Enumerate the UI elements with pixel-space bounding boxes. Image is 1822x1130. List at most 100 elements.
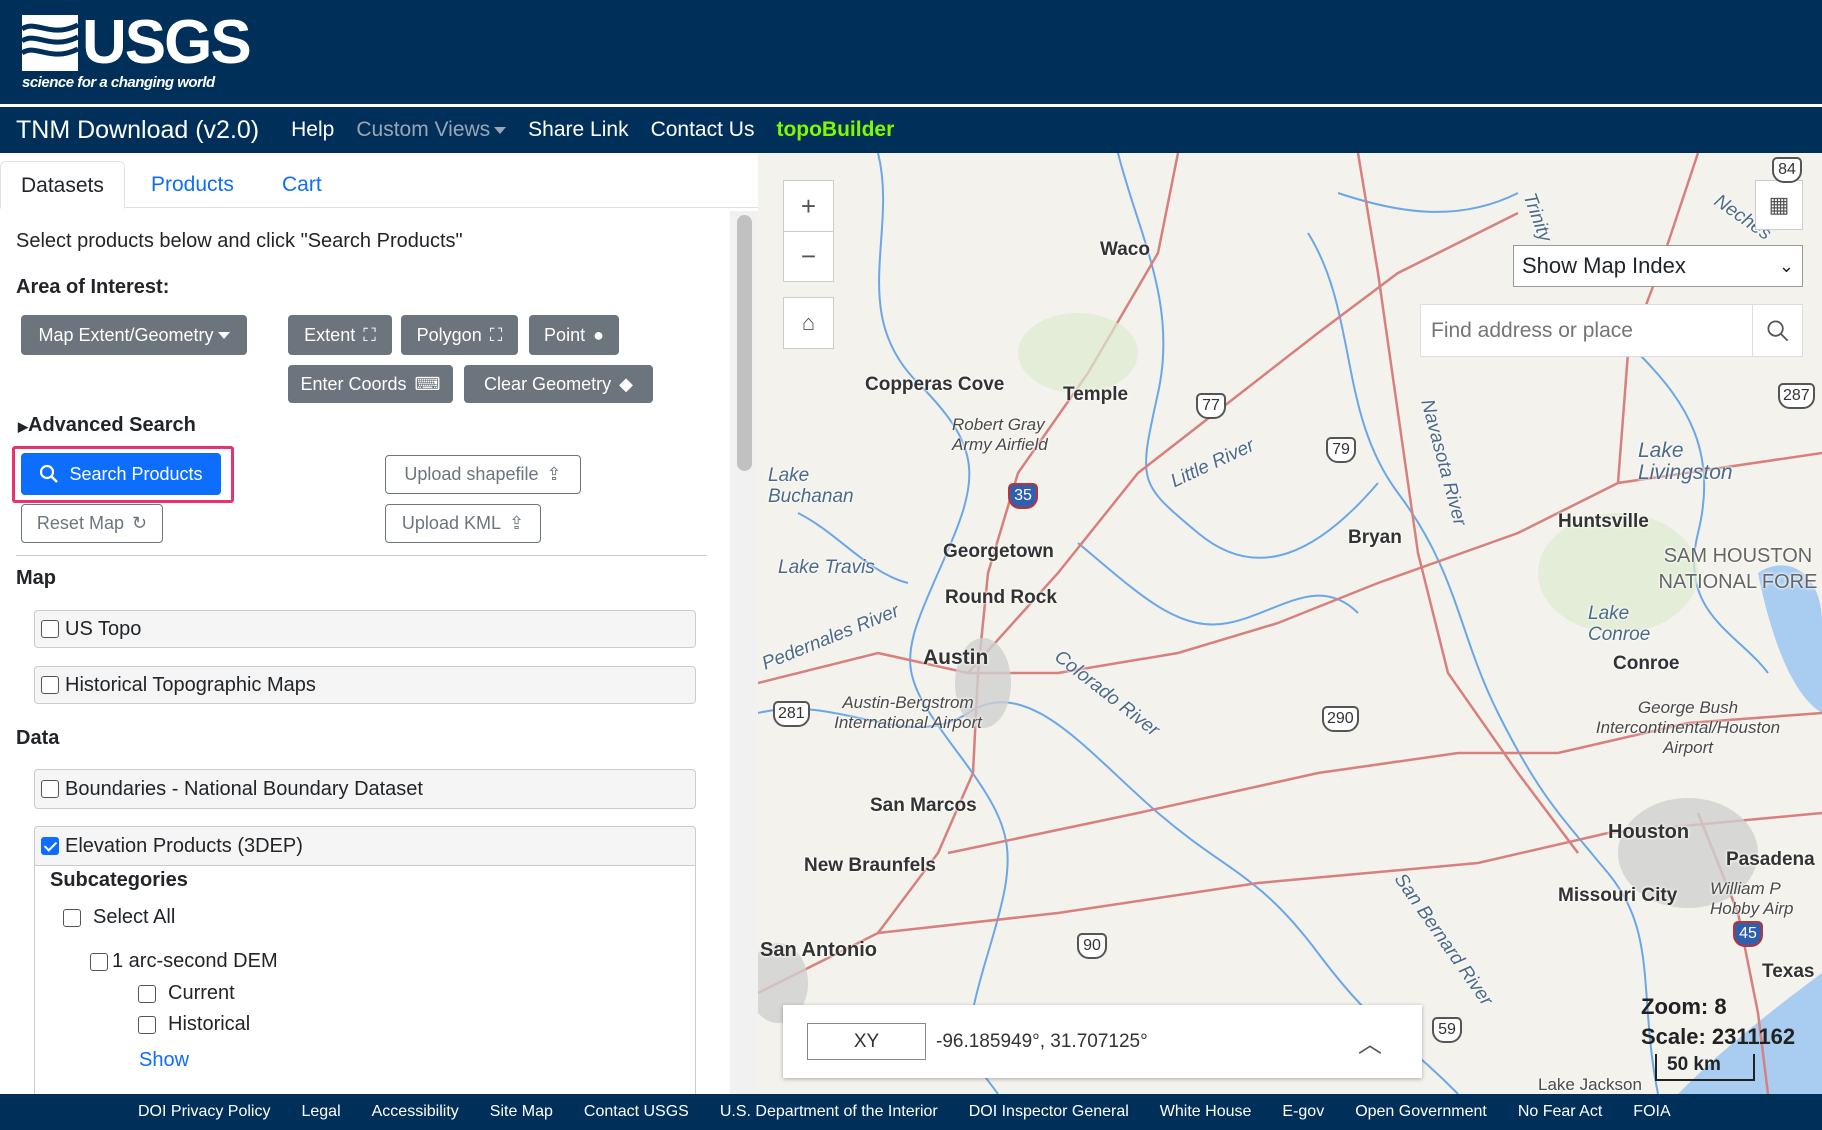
address-search-button[interactable]: [1752, 305, 1802, 356]
coordinate-readout: -96.185949°, 31.707125°: [936, 1030, 1148, 1052]
minus-icon: −: [800, 241, 817, 271]
upload-shapefile-button[interactable]: Upload shapefile ⇪: [385, 455, 581, 494]
footer-link[interactable]: DOI Inspector General: [968, 1103, 1129, 1120]
tab-cart[interactable]: Cart: [282, 173, 322, 196]
clear-geometry-button[interactable]: Clear Geometry ◆: [464, 365, 653, 403]
chevron-up-icon[interactable]: ︿: [1358, 1031, 1382, 1058]
highway-shield: 281: [773, 701, 810, 727]
footer-link[interactable]: No Fear Act: [1517, 1103, 1603, 1120]
dem-1-arc-second[interactable]: 1 arc-second DEM: [90, 950, 278, 973]
extent-icon: ⛶: [363, 324, 376, 345]
home-button[interactable]: ⌂: [783, 297, 834, 349]
dem-current[interactable]: Current: [138, 982, 235, 1005]
reset-map-button[interactable]: Reset Map ↻: [21, 504, 163, 543]
highlight-box: [12, 446, 234, 503]
footer-link[interactable]: FOIA: [1633, 1103, 1671, 1120]
chevron-down-icon: ⌄: [1778, 255, 1794, 276]
nav-contact-us[interactable]: Contact Us: [650, 118, 755, 141]
checkbox[interactable]: [41, 780, 59, 798]
footer-link[interactable]: Contact USGS: [583, 1103, 689, 1120]
tab-bar: Datasets Products Cart: [0, 153, 758, 209]
map-heading: Map: [16, 567, 56, 589]
checkbox[interactable]: [41, 620, 59, 638]
zoom-out-button[interactable]: −: [783, 231, 834, 282]
basemap-gallery-button[interactable]: ▦: [1755, 180, 1803, 230]
show-link[interactable]: Show: [139, 1049, 190, 1071]
coordinate-widget: XY -96.185949°, 31.707125° ︿: [783, 1005, 1422, 1078]
highway-shield: 290: [1322, 706, 1359, 732]
nav-bar: TNM Download (v2.0) Help Custom Views Sh…: [0, 107, 1822, 153]
scale-bar: 50 km: [1655, 1054, 1755, 1081]
checkbox[interactable]: [41, 676, 59, 694]
checkbox[interactable]: [63, 908, 81, 927]
enter-coords-button[interactable]: Enter Coords ⌨: [288, 365, 453, 403]
checkbox[interactable]: [138, 1015, 156, 1034]
highway-shield: 79: [1326, 437, 1356, 463]
map-label: Austin: [923, 646, 989, 669]
nav-topobuilder[interactable]: topoBuilder: [776, 118, 895, 141]
tab-datasets[interactable]: Datasets: [0, 161, 125, 209]
app-title[interactable]: TNM Download (v2.0): [16, 115, 260, 144]
map-label: Round Rock: [945, 587, 1057, 608]
map-label: Lake Conroe: [1588, 603, 1651, 645]
polygon-button[interactable]: Polygon ⛶: [401, 315, 518, 355]
instructions: Select products below and click "Search …: [16, 230, 463, 252]
search-products-button[interactable]: Search Products: [21, 453, 221, 495]
highway-shield: 59: [1432, 1017, 1462, 1043]
map-view[interactable]: Waco Copperas Cove Temple Robert Gray Ar…: [758, 153, 1822, 1094]
footer-link[interactable]: E-gov: [1282, 1103, 1325, 1120]
site-footer: DOI Privacy Policy Legal Accessibility S…: [0, 1094, 1822, 1130]
coordinate-mode-button[interactable]: XY: [807, 1023, 926, 1060]
map-label: Waco: [1100, 239, 1150, 260]
search-icon: [1767, 320, 1788, 341]
refresh-icon: ↻: [131, 513, 148, 533]
highway-shield: 77: [1196, 393, 1226, 419]
dataset-boundaries[interactable]: Boundaries - National Boundary Dataset: [34, 769, 696, 809]
scrollbar[interactable]: [730, 211, 758, 1094]
highway-shield: 35: [1008, 483, 1038, 509]
checkbox[interactable]: [90, 952, 108, 971]
map-base-layer: [758, 153, 1822, 1094]
map-label: Pasadena: [1726, 849, 1815, 870]
datasets-panel: Datasets Products Cart Select products b…: [0, 153, 758, 1094]
caret-down-icon: [217, 331, 230, 339]
map-label: Lake Travis: [778, 557, 875, 578]
dem-historical[interactable]: Historical: [138, 1013, 250, 1036]
address-search-input[interactable]: [1421, 305, 1752, 356]
point-button[interactable]: Point ●: [529, 315, 619, 355]
grid-icon: ▦: [1768, 192, 1790, 217]
nav-share-link[interactable]: Share Link: [528, 118, 629, 141]
highway-shield: 90: [1077, 933, 1107, 959]
tab-products[interactable]: Products: [151, 173, 234, 196]
footer-link[interactable]: U.S. Department of the Interior: [719, 1103, 938, 1120]
footer-link[interactable]: White House: [1159, 1103, 1252, 1120]
map-label: Lake Buchanan: [768, 465, 854, 507]
zoom-in-button[interactable]: +: [783, 180, 834, 231]
footer-link[interactable]: Legal: [301, 1103, 341, 1120]
map-label: Houston: [1608, 821, 1690, 843]
map-extent-dropdown[interactable]: Map Extent/Geometry: [21, 315, 247, 355]
address-search: [1420, 304, 1803, 357]
dataset-historical-topo[interactable]: Historical Topographic Maps: [34, 666, 696, 704]
upload-icon: ⇪: [508, 513, 525, 533]
extent-button[interactable]: Extent ⛶: [288, 315, 392, 355]
footer-link[interactable]: DOI Privacy Policy: [138, 1103, 271, 1120]
advanced-search-toggle[interactable]: ▶Advanced Search: [18, 414, 196, 436]
nav-help[interactable]: Help: [291, 118, 335, 141]
dataset-us-topo[interactable]: US Topo: [34, 610, 696, 648]
scrollbar-thumb[interactable]: [737, 215, 752, 471]
nav-custom-views[interactable]: Custom Views: [356, 118, 507, 142]
select-all[interactable]: Select All: [63, 906, 175, 929]
header-divider: [0, 104, 1822, 107]
footer-link[interactable]: Accessibility: [371, 1103, 459, 1120]
checkbox[interactable]: [138, 984, 156, 1003]
map-label: San Antonio: [760, 939, 878, 961]
map-index-select[interactable]: Show Map Index ⌄: [1513, 245, 1803, 287]
highway-shield: 84: [1772, 157, 1802, 183]
upload-kml-button[interactable]: Upload KML ⇪: [385, 504, 541, 543]
dataset-elevation[interactable]: Elevation Products (3DEP): [34, 826, 696, 866]
checkbox-checked[interactable]: [41, 837, 59, 855]
usgs-logo[interactable]: USGS science for a changing world: [22, 8, 252, 91]
footer-link[interactable]: Site Map: [489, 1103, 553, 1120]
footer-link[interactable]: Open Government: [1355, 1103, 1487, 1120]
